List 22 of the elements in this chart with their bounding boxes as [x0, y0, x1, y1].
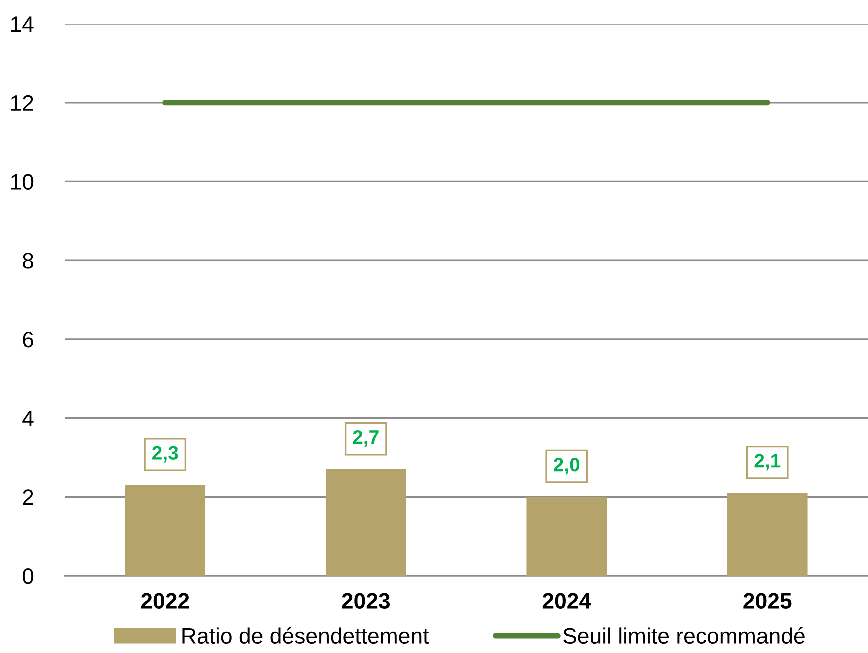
y-tick-label: 10	[11, 174, 34, 190]
data-label: 2,0	[554, 458, 580, 475]
x-tick-label: 2022	[141, 593, 190, 609]
x-tick-label: 2025	[744, 593, 792, 609]
y-tick-label: 14	[11, 16, 34, 32]
y-tick-label: 2	[23, 490, 34, 506]
y-tick-label: 12	[11, 95, 34, 111]
y-tick-label: 6	[23, 332, 34, 348]
bar	[526, 497, 608, 576]
legend-label: Seuil limite recommandé	[564, 627, 805, 644]
y-tick-label: 8	[23, 253, 34, 269]
bar	[125, 485, 206, 576]
x-tick-label: 2024	[542, 593, 592, 609]
bar	[727, 493, 808, 576]
data-label: 2,7	[353, 430, 379, 448]
y-tick-label: 0	[22, 568, 34, 584]
data-label: 2,3	[152, 446, 178, 463]
y-tick-label: 4	[22, 411, 34, 426]
legend-label: Ratio de désendettement	[182, 627, 430, 644]
x-tick-label: 2023	[342, 593, 390, 610]
data-label: 2,1	[754, 454, 781, 471]
bar	[326, 470, 406, 576]
